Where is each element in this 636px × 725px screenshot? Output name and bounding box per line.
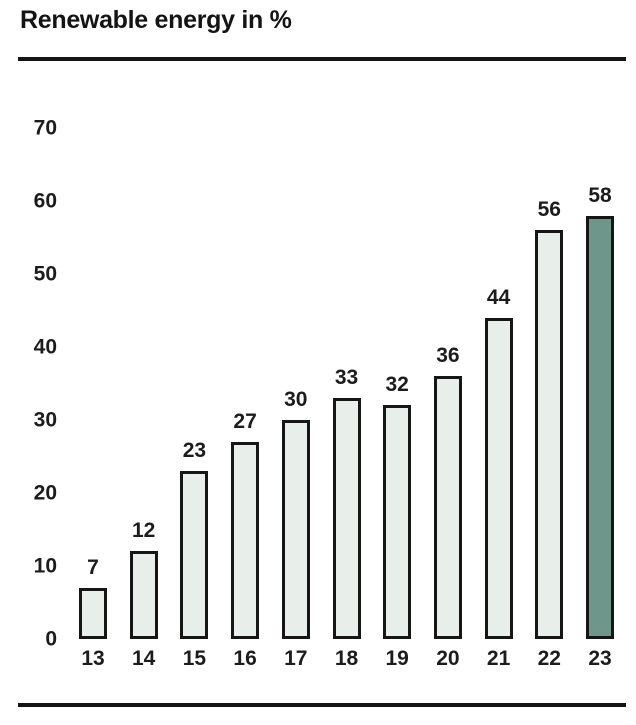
bar-22: [535, 230, 564, 639]
y-tick-label: 20: [33, 481, 57, 505]
y-tick-label: 10: [33, 554, 57, 578]
bar-20: [433, 376, 462, 639]
bar-23: [586, 216, 614, 639]
bar-21: [484, 318, 513, 639]
bar-value-label: 36: [436, 344, 460, 367]
bar-16: [231, 442, 260, 639]
bar-value-label: 7: [87, 556, 99, 579]
y-tick-label: 60: [33, 189, 57, 213]
bar-17: [281, 420, 310, 639]
x-tick-label: 20: [436, 647, 460, 670]
bar-value-label: 44: [486, 286, 511, 309]
y-tick-label: 70: [33, 116, 57, 140]
bar-value-label: 32: [385, 373, 409, 396]
x-tick-label: 16: [233, 647, 257, 670]
y-tick-label: 0: [45, 627, 57, 651]
bar-value-label: 12: [132, 519, 156, 542]
footer-divider: [18, 703, 626, 707]
x-tick-label: 21: [486, 647, 511, 670]
bar-value-label: 33: [334, 366, 359, 389]
bar-value-label: 23: [182, 439, 207, 462]
y-tick-label: 50: [33, 262, 57, 286]
x-tick-label: 13: [81, 647, 105, 670]
bar-value-label: 56: [537, 198, 561, 221]
bar-value-label: 30: [284, 388, 308, 411]
bar-14: [129, 551, 158, 639]
x-tick-label: 23: [588, 647, 612, 670]
chart-title: Renewable energy in %: [20, 6, 292, 34]
y-tick-label: 30: [33, 408, 57, 432]
bar-18: [332, 398, 361, 639]
y-tick-label: 40: [33, 335, 57, 359]
x-tick-label: 18: [334, 647, 359, 670]
title-divider: [18, 57, 626, 61]
x-tick-label: 22: [537, 647, 561, 670]
x-tick-label: 17: [284, 647, 308, 670]
bar-value-label: 58: [588, 184, 612, 207]
x-tick-label: 19: [385, 647, 409, 670]
bar-value-label: 27: [233, 410, 257, 433]
x-tick-label: 14: [132, 647, 156, 670]
bar-13: [79, 588, 107, 639]
bar-15: [180, 471, 209, 639]
x-tick-label: 15: [182, 647, 207, 670]
bar-19: [383, 405, 412, 639]
